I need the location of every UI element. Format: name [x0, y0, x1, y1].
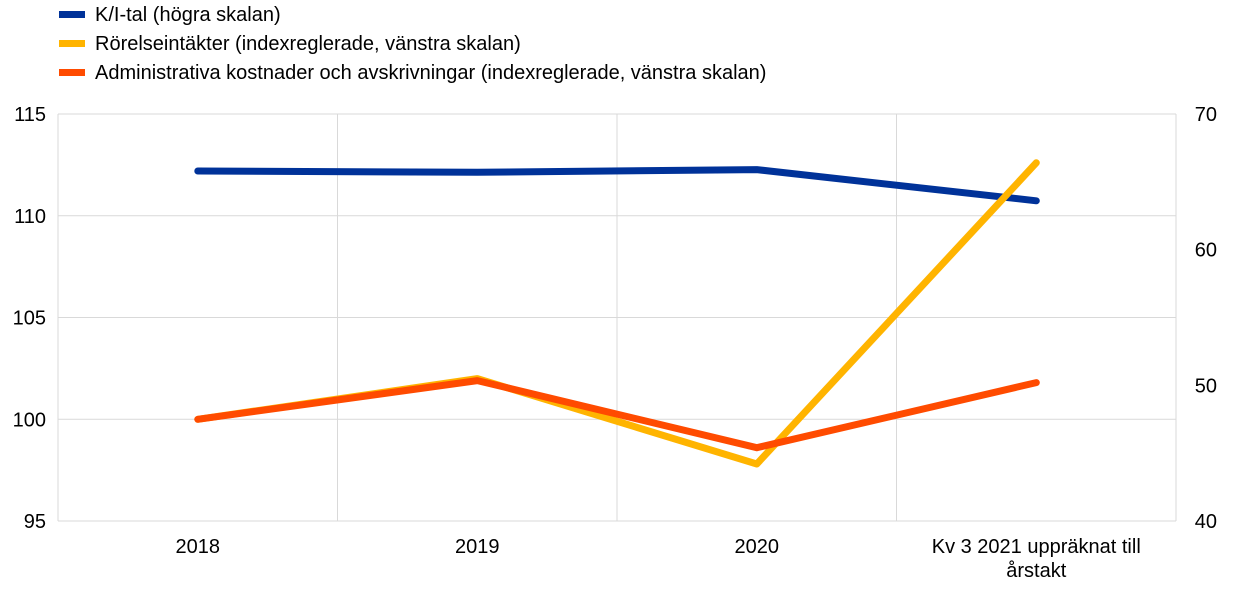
series-line-1	[194, 166, 1040, 205]
x-axis: 2018 2019 2020 Kv 3 2021 uppräknat tillårst…	[176, 536, 1141, 582]
right-tick-label: 40	[1195, 511, 1217, 533]
grid	[57, 113, 1177, 522]
left-tick-label: 115	[14, 104, 46, 126]
legend-swatch	[59, 69, 85, 76]
legend: K/I-tal (högra skalan) Rörelseintäkter (i…	[59, 4, 766, 84]
legend-swatch	[59, 40, 85, 47]
left-tick-label: 95	[24, 511, 46, 533]
left-tick-label: 105	[13, 308, 46, 330]
right-tick-label: 70	[1195, 104, 1217, 126]
x-tick-label: Kv 3 2021 uppräknat till	[932, 536, 1141, 558]
x-tick-label: 2018	[176, 536, 221, 558]
x-tick-label: årstakt	[1006, 560, 1066, 582]
right-tick-label: 50	[1195, 375, 1217, 397]
legend-label: K/I-tal (högra skalan)	[95, 4, 281, 26]
right-tick-label: 60	[1195, 240, 1217, 262]
left-axis: 95 100 105 110 115	[13, 104, 46, 533]
legend-label: Rörelseintäkter (indexreglerade, vänstra…	[95, 33, 521, 55]
series-line-3	[194, 377, 1040, 452]
left-tick-label: 110	[14, 206, 46, 228]
x-tick-label: 2020	[735, 536, 780, 558]
legend-label: Administrativa kostnader och avskrivning…	[95, 62, 766, 84]
series-group	[194, 159, 1040, 468]
left-tick-label: 100	[13, 409, 46, 431]
legend-swatch	[59, 11, 85, 18]
right-axis: 40 50 60 70	[1195, 104, 1217, 533]
x-tick-label: 2019	[455, 536, 500, 558]
